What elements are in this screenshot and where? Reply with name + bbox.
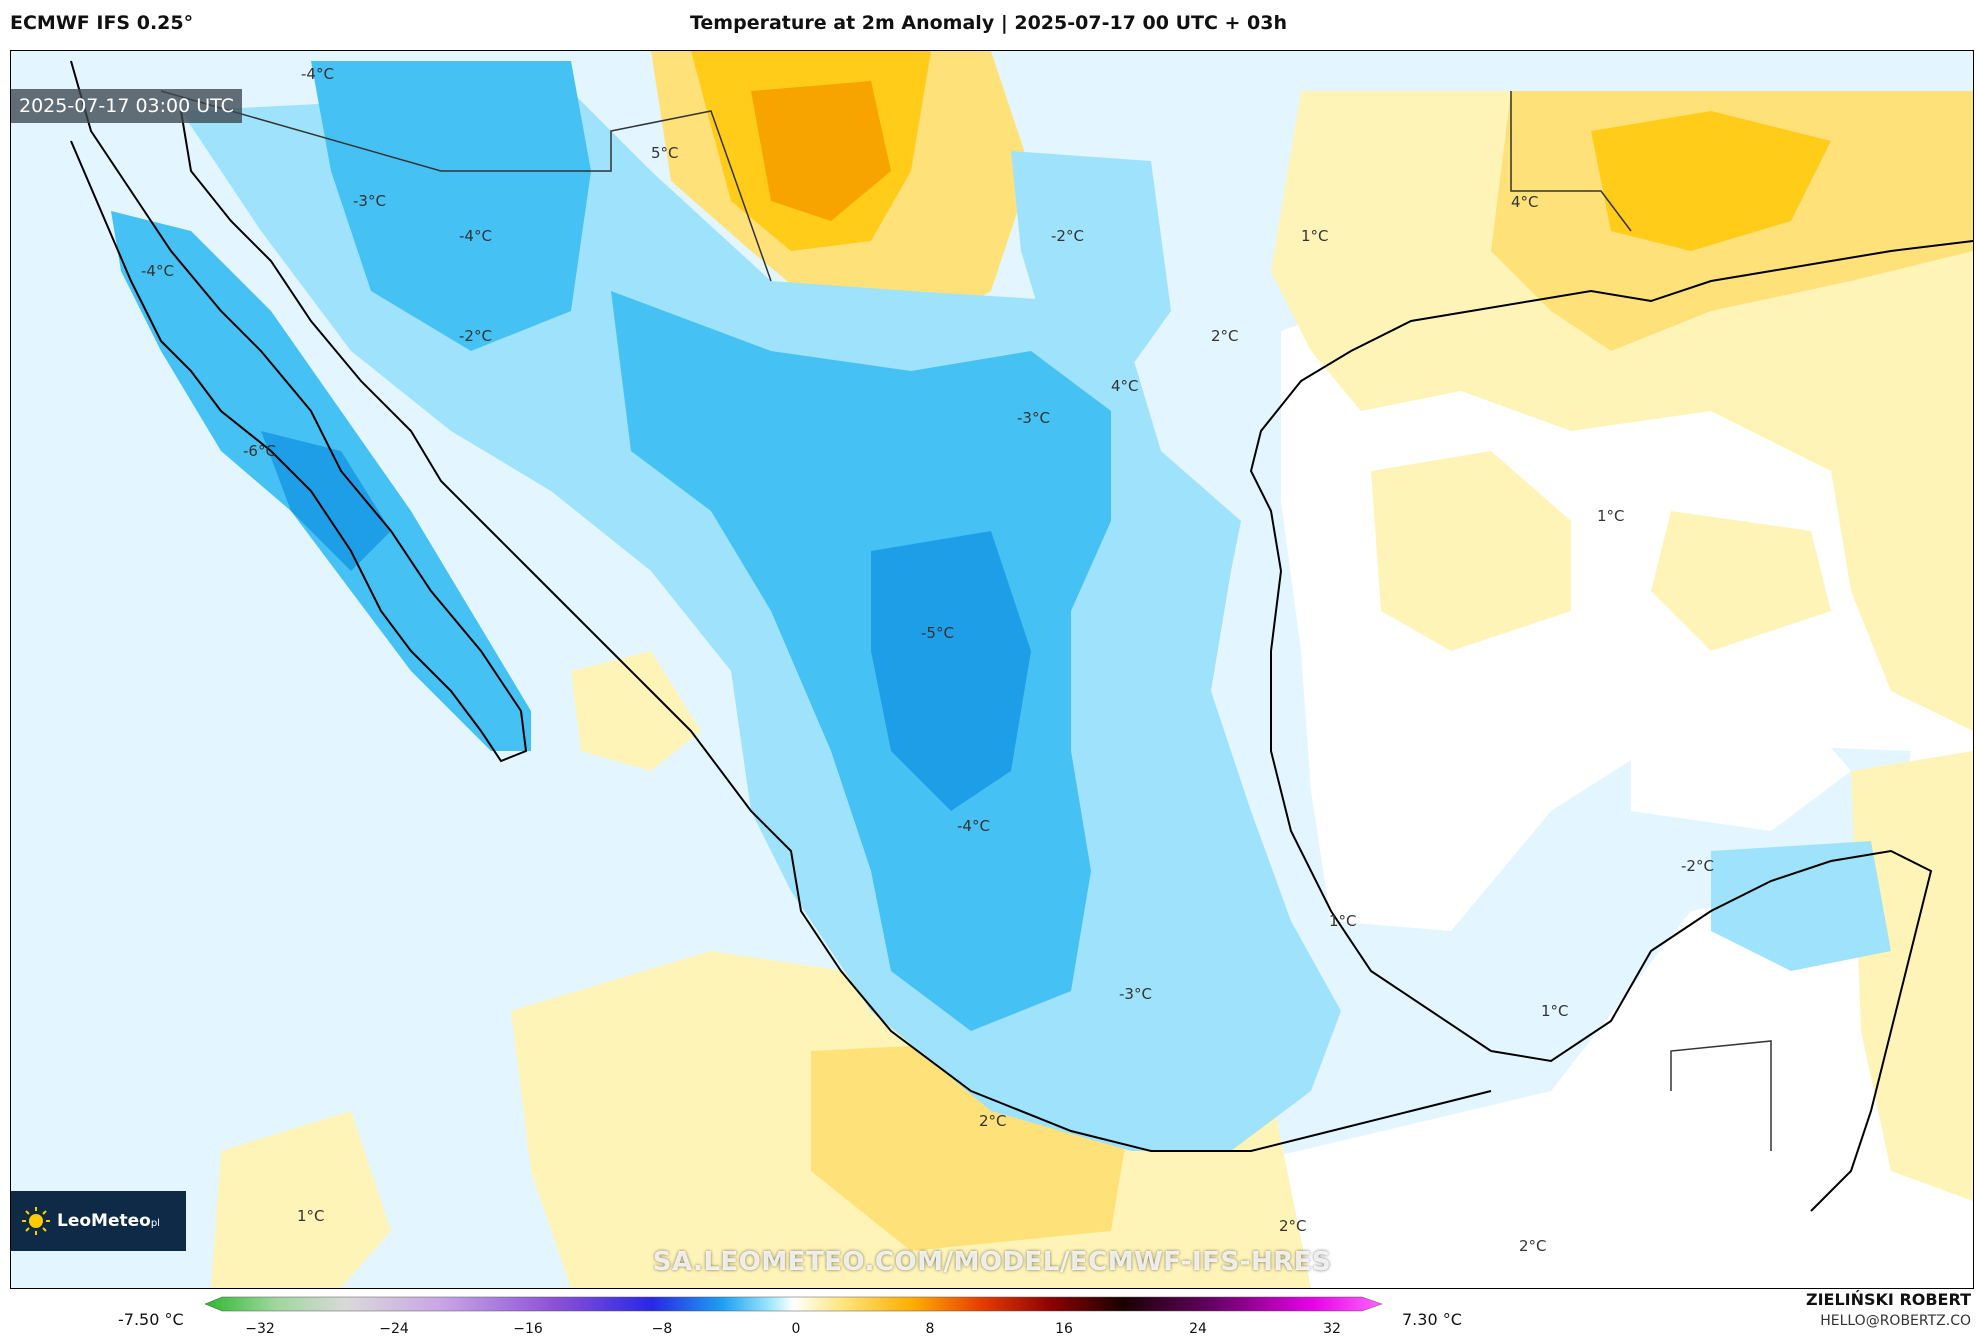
warm-patch-pacific-sw bbox=[211, 1111, 391, 1288]
cold-region-sonora bbox=[311, 61, 591, 351]
contour-label: -4°C bbox=[141, 262, 174, 280]
cold-region-yucatan bbox=[1711, 841, 1891, 971]
colorbar-tick: −16 bbox=[513, 1321, 543, 1337]
colorbar-tick: 16 bbox=[1055, 1321, 1073, 1337]
contour-label: -3°C bbox=[1017, 409, 1050, 427]
warm-core-louisiana bbox=[1591, 111, 1831, 251]
warm-max-southwest-us bbox=[751, 81, 891, 221]
contour-label: 2°C bbox=[1211, 327, 1239, 345]
contour-label: -3°C bbox=[353, 192, 386, 210]
contour-label: -6°C bbox=[243, 442, 276, 460]
warm-patch-gulf-east bbox=[1651, 511, 1831, 651]
colorbar-tick: −32 bbox=[245, 1321, 275, 1337]
contour-label: 1°C bbox=[1329, 912, 1357, 930]
gulf-white-south bbox=[1631, 701, 1851, 831]
valid-time-badge: 2025-07-17 03:00 UTC bbox=[11, 89, 242, 123]
source-watermark: SA.LEOMETEO.COM/MODEL/ECMWF-IFS-HRES bbox=[652, 1247, 1332, 1277]
country-borders bbox=[160, 90, 1772, 1151]
colorbar-tick: −24 bbox=[379, 1321, 409, 1337]
logo-text: LeoMeteopl bbox=[57, 1211, 160, 1231]
contour-label: -5°C bbox=[921, 624, 954, 642]
contour-label: 1°C bbox=[297, 1207, 325, 1225]
contour-label: 5°C bbox=[651, 144, 679, 162]
contour-label: 4°C bbox=[1111, 377, 1139, 395]
contour-label: 2°C bbox=[1279, 1217, 1307, 1235]
contour-label: 2°C bbox=[979, 1112, 1007, 1130]
cold-region-texas bbox=[1011, 151, 1171, 381]
contour-label: -4°C bbox=[459, 227, 492, 245]
cold-core-central-mexico bbox=[611, 291, 1111, 1031]
colorbar-tick: 24 bbox=[1189, 1321, 1207, 1337]
contour-label: -4°C bbox=[957, 817, 990, 835]
contour-label: 4°C bbox=[1511, 193, 1539, 211]
warm-patch-florida-strait bbox=[1831, 461, 1973, 731]
colorbar-ticks: −32 −24 −16 −8 0 8 16 24 32 bbox=[245, 1321, 1341, 1337]
colorbar: −32 −24 −16 −8 0 8 16 24 32 bbox=[204, 1296, 1383, 1337]
colorbar-tick: 32 bbox=[1323, 1321, 1341, 1337]
warm-patch-gulf-center bbox=[1371, 451, 1571, 651]
contour-label: 1°C bbox=[1597, 507, 1625, 525]
author-email[interactable]: HELLO@ROBERTZ.CO bbox=[1820, 1313, 1971, 1329]
leometeo-logo[interactable]: LeoMeteopl bbox=[11, 1191, 186, 1251]
colorbar-tick: −8 bbox=[652, 1321, 673, 1337]
warm-patch-caribbean bbox=[1851, 751, 1973, 1201]
model-title: ECMWF IFS 0.25° bbox=[10, 12, 194, 34]
cold-max-central-mexico bbox=[871, 531, 1031, 811]
contour-label: 1°C bbox=[1301, 227, 1329, 245]
colorbar-tick: 8 bbox=[926, 1321, 935, 1337]
colorbar-tick: 0 bbox=[792, 1321, 801, 1337]
colorbar-gradient bbox=[204, 1296, 1383, 1312]
warm-patch-pacific-mid bbox=[571, 651, 701, 771]
chart-title: Temperature at 2m Anomaly | 2025-07-17 0… bbox=[689, 12, 1288, 34]
contour-label: -4°C bbox=[301, 65, 334, 83]
contour-label: 2°C bbox=[1519, 1237, 1547, 1255]
contour-labels: -4°C -3°C -4°C -4°C -2°C -6°C 5°C -2°C 1… bbox=[86, 65, 1714, 1255]
colorbar-min-label: -7.50 °C bbox=[118, 1310, 184, 1329]
colorbar-max-label: 7.30 °C bbox=[1402, 1310, 1462, 1329]
cold-max-baja bbox=[261, 431, 391, 571]
contour-label: -2°C bbox=[1681, 857, 1714, 875]
contour-label: -3°C bbox=[1119, 985, 1152, 1003]
contour-label: -2°C bbox=[1051, 227, 1084, 245]
author-credit: ZIELIŃSKI ROBERT bbox=[1805, 1290, 1971, 1309]
contour-label: -2°C bbox=[459, 327, 492, 345]
contour-label: 1°C bbox=[1541, 1002, 1569, 1020]
coastlines bbox=[70, 60, 1973, 1212]
sun-icon bbox=[22, 1207, 50, 1235]
map-panel[interactable]: -4°C -3°C -4°C -4°C -2°C -6°C 5°C -2°C 1… bbox=[10, 50, 1974, 1289]
anomaly-map[interactable]: -4°C -3°C -4°C -4°C -2°C -6°C 5°C -2°C 1… bbox=[11, 51, 1973, 1288]
